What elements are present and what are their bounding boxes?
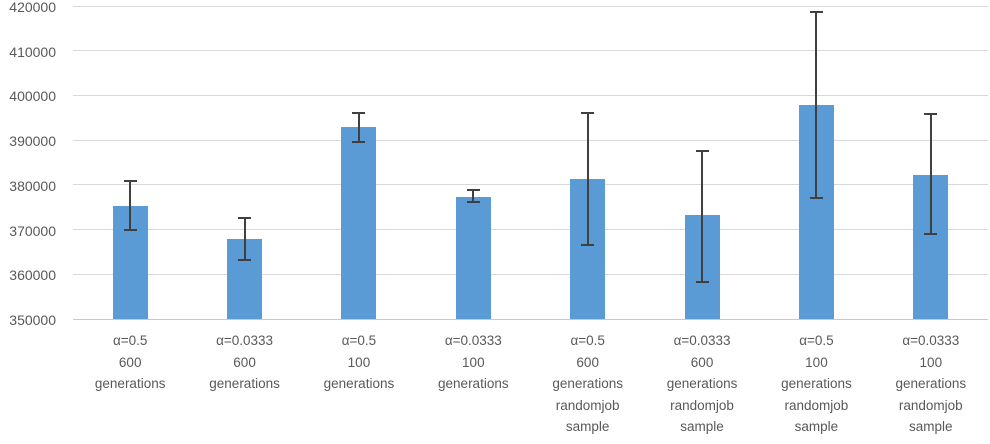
gridline [73, 184, 988, 186]
x-axis-category-label-line: 600 [118, 354, 142, 370]
x-axis-category-label: α=0.0333 100 generations randomjob sample [866, 330, 990, 438]
bar [455, 196, 491, 319]
x-axis-category-label-line: sample [565, 419, 610, 434]
x-axis-category-label-line: sample [909, 419, 953, 434]
error-bar-cap-bottom [809, 197, 823, 200]
x-axis-category-label-line: generations [781, 376, 852, 391]
gridline [73, 50, 988, 52]
y-axis-tick-label: 360000 [9, 267, 56, 284]
x-axis-category-label-line: 100 [919, 354, 943, 370]
gridline [73, 5, 988, 7]
x-axis-category-label-line: sample [794, 419, 839, 434]
gridline [73, 139, 988, 141]
x-axis-category-label-line: randomjob [670, 397, 734, 413]
x-axis-category-label-line: 600 [690, 354, 714, 370]
y-axis-tick-label: 420000 [9, 0, 56, 15]
error-bar [701, 150, 704, 283]
x-axis-category-label-line: generations [323, 376, 395, 391]
x-axis-category-label-line: randomjob [555, 397, 620, 413]
error-bar-cap-bottom [466, 201, 480, 204]
error-bar-cap-bottom [123, 229, 137, 232]
y-axis-tick-label: 370000 [9, 222, 56, 239]
error-bar-cap-bottom [352, 141, 366, 144]
gridline [73, 229, 988, 231]
y-axis-tick-label: 350000 [9, 312, 56, 328]
error-bar-cap-top [695, 149, 709, 152]
error-bar [472, 190, 475, 203]
x-axis-category-label-line: α=0.5 [112, 333, 148, 348]
gridline [73, 94, 988, 96]
error-bar-cap-bottom [695, 281, 709, 284]
error-bar-cap-top [352, 111, 366, 114]
x-axis-category-label-line: generations [552, 376, 623, 391]
error-bar [929, 114, 932, 235]
x-axis-line [73, 318, 988, 320]
y-axis-tick-label: 390000 [9, 133, 56, 150]
x-axis-category-label-line: generations [94, 376, 166, 391]
x-axis-category-label: α=0.5 600 generations [65, 330, 195, 395]
x-axis-category-label: α=0.5 100 generations [294, 330, 424, 395]
error-bar-cap-bottom [924, 233, 938, 236]
x-axis-category-label-line: 600 [233, 354, 256, 370]
error-bar [586, 113, 589, 245]
x-axis-category-label-line: generations [895, 376, 967, 391]
x-axis-category-label-line: α=0.0333 [444, 333, 502, 348]
error-bar-cap-top [809, 11, 823, 14]
error-bar-cap-bottom [238, 258, 252, 261]
x-axis-category-label: α=0.0333 600 generations [179, 330, 309, 395]
x-axis-category-label-line: α=0.5 [799, 333, 834, 348]
error-bar [815, 12, 818, 199]
error-bar-cap-bottom [581, 243, 595, 246]
error-bar-cap-top [123, 180, 137, 183]
error-bar [129, 181, 132, 231]
x-axis-category-label: α=0.5 100 generations randomjob sample [751, 330, 881, 438]
x-axis-category-label-line: α=0.0333 [216, 333, 274, 348]
x-axis-category-label-line: 100 [805, 354, 828, 370]
x-axis-category-label-line: 100 [462, 354, 485, 370]
error-bar-cap-top [924, 113, 938, 116]
x-axis-category-label-line: α=0.0333 [673, 333, 731, 348]
x-axis-category-label-line: α=0.0333 [902, 333, 960, 348]
y-axis-tick-label: 400000 [9, 88, 56, 105]
x-axis-category-label-line: randomjob [898, 397, 963, 413]
x-axis-category-label-line: randomjob [784, 397, 849, 413]
x-axis-category-label-line: 600 [576, 354, 599, 370]
x-axis-category-label-line: sample [680, 419, 724, 434]
x-axis-category-label-line: α=0.5 [341, 333, 377, 348]
y-axis-tick-label: 380000 [9, 177, 56, 194]
x-axis-category-label: α=0.0333 600 generations randomjob sample [637, 330, 767, 438]
x-axis-category-label-line: generations [666, 376, 738, 391]
x-axis-category-label: α=0.5 600 generations randomjob sample [523, 330, 653, 438]
error-bar [243, 217, 246, 260]
error-bar-cap-top [581, 112, 595, 115]
x-axis-category-label: α=0.0333 100 generations [408, 330, 538, 395]
x-axis-category-label-line: generations [209, 376, 280, 391]
y-axis-tick-label: 410000 [9, 43, 56, 60]
x-axis-category-label-line: α=0.5 [570, 333, 605, 348]
error-bar-cap-top [238, 216, 252, 219]
x-axis-category-label-line: 100 [347, 354, 371, 370]
x-axis-category-label-line: generations [438, 376, 509, 391]
bar [341, 126, 377, 319]
gridline [73, 273, 988, 275]
error-bar-cap-top [466, 189, 480, 192]
error-bar [357, 112, 360, 143]
